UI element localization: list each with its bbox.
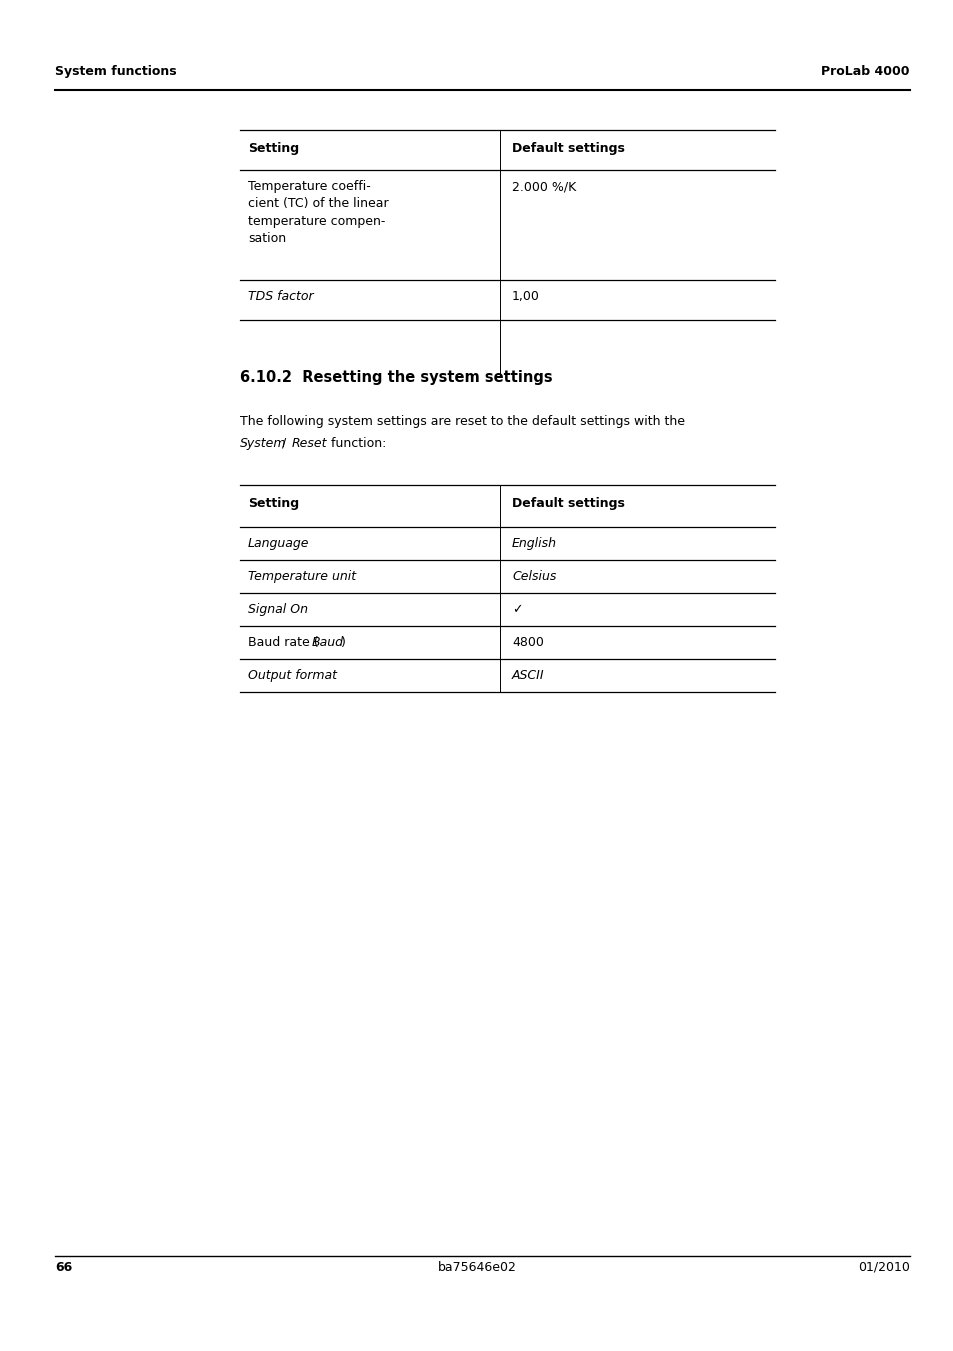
Text: Baud: Baud — [312, 636, 344, 648]
Text: System functions: System functions — [55, 65, 176, 78]
Text: 6.10.2  Resetting the system settings: 6.10.2 Resetting the system settings — [240, 370, 552, 385]
Text: The following system settings are reset to the default settings with the: The following system settings are reset … — [240, 415, 684, 428]
Text: ASCII: ASCII — [512, 669, 544, 682]
Text: Celsius: Celsius — [512, 570, 556, 584]
Text: ✓: ✓ — [512, 603, 522, 616]
Text: ProLab 4000: ProLab 4000 — [821, 65, 909, 78]
Text: Baud rate (: Baud rate ( — [248, 636, 318, 648]
Text: TDS factor: TDS factor — [248, 290, 314, 303]
Text: Output format: Output format — [248, 669, 336, 682]
Text: Temperature unit: Temperature unit — [248, 570, 355, 584]
Text: Default settings: Default settings — [512, 497, 624, 509]
Text: ): ) — [340, 636, 346, 648]
Text: Reset: Reset — [292, 436, 327, 450]
Text: English: English — [512, 536, 557, 550]
Text: 66: 66 — [55, 1260, 72, 1274]
Text: 4800: 4800 — [512, 636, 543, 648]
Text: Setting: Setting — [248, 142, 299, 155]
Text: System: System — [240, 436, 286, 450]
Text: 1,00: 1,00 — [512, 290, 539, 303]
Text: ba75646e02: ba75646e02 — [437, 1260, 516, 1274]
Text: Language: Language — [248, 536, 309, 550]
Text: Default settings: Default settings — [512, 142, 624, 155]
Text: 01/2010: 01/2010 — [858, 1260, 909, 1274]
Text: 2.000 %/K: 2.000 %/K — [512, 180, 576, 193]
Text: /: / — [277, 436, 290, 450]
Text: Setting: Setting — [248, 497, 299, 509]
Text: Signal On: Signal On — [248, 603, 308, 616]
Text: Temperature coeffi-
cient (TC) of the linear
temperature compen-
sation: Temperature coeffi- cient (TC) of the li… — [248, 180, 388, 246]
Text: function:: function: — [327, 436, 386, 450]
